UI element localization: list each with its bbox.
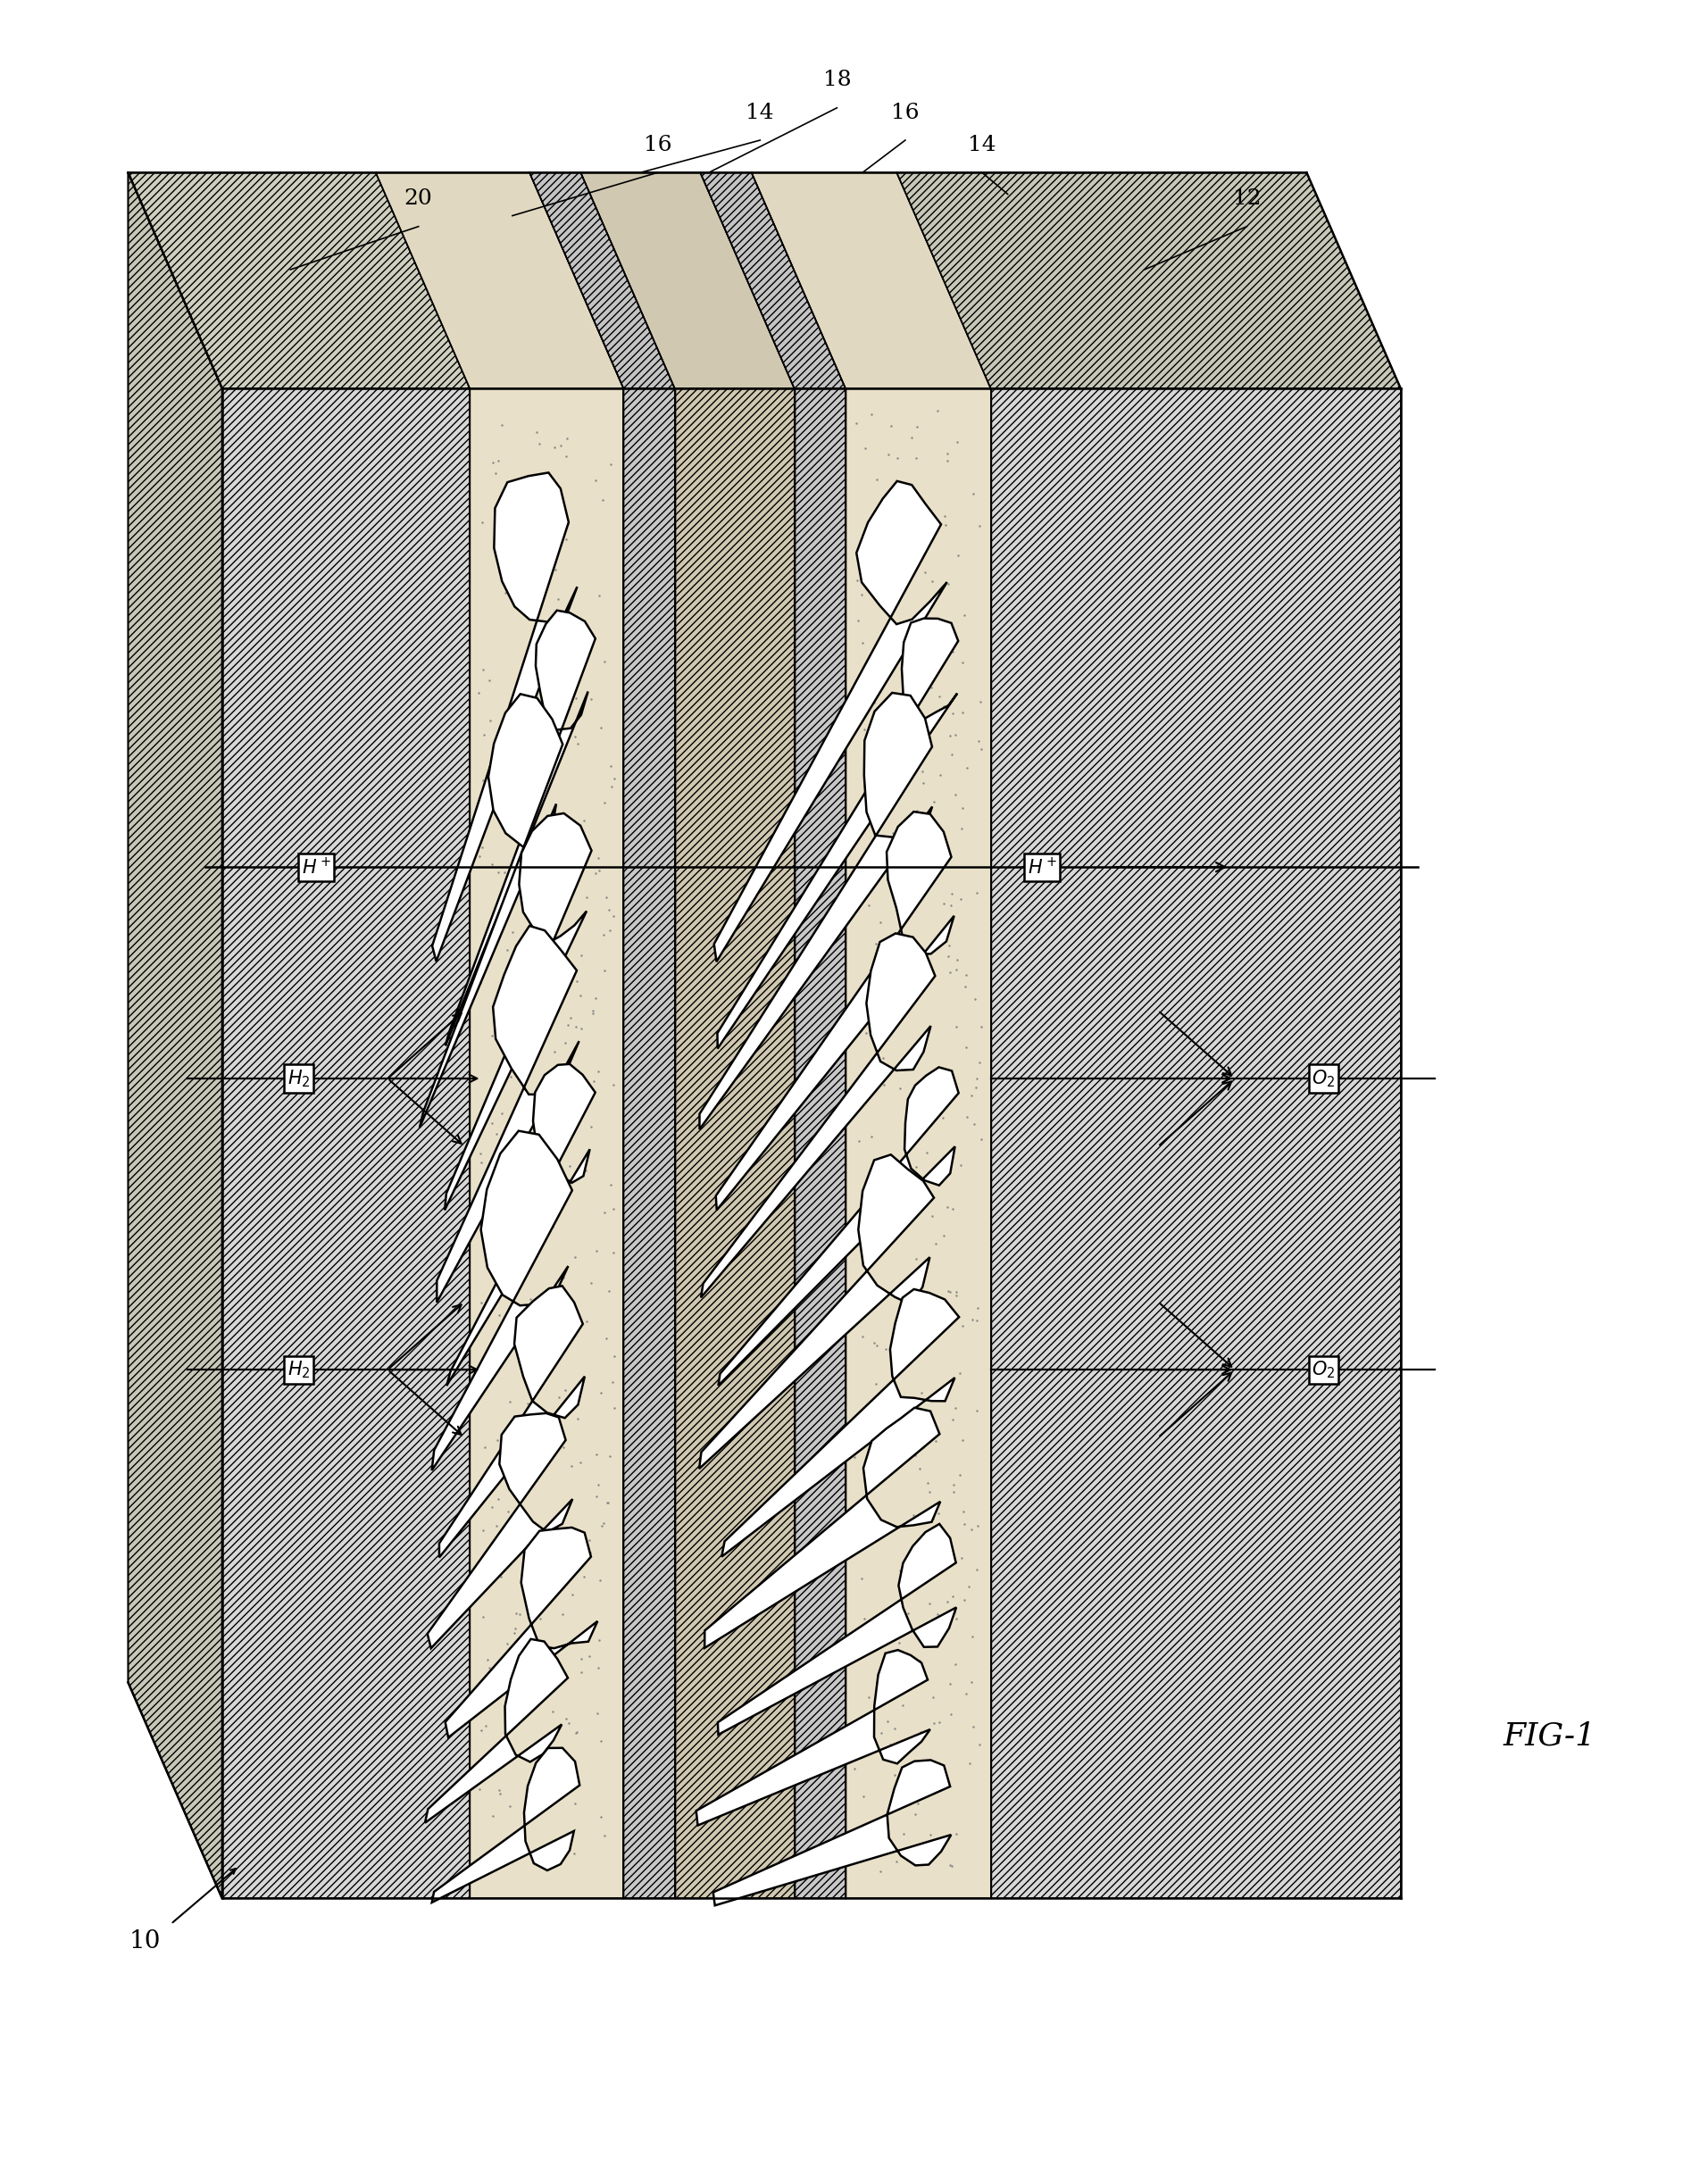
- Polygon shape: [697, 1650, 931, 1825]
- Text: 14: 14: [968, 134, 996, 155]
- Polygon shape: [714, 1760, 951, 1905]
- Text: FIG-1: FIG-1: [1503, 1721, 1595, 1751]
- Text: 16: 16: [644, 134, 671, 155]
- Text: $O_2$: $O_2$: [1312, 1359, 1336, 1380]
- Text: 10: 10: [130, 1928, 161, 1954]
- Bar: [845, 388, 991, 1898]
- Polygon shape: [705, 1409, 941, 1648]
- Polygon shape: [420, 695, 562, 1128]
- Polygon shape: [699, 1154, 934, 1469]
- Text: $H^+$: $H^+$: [1027, 856, 1057, 878]
- Polygon shape: [128, 173, 222, 1898]
- Polygon shape: [446, 610, 596, 1046]
- Polygon shape: [719, 1068, 958, 1385]
- Polygon shape: [700, 934, 936, 1299]
- Polygon shape: [425, 1639, 567, 1823]
- Polygon shape: [432, 1130, 572, 1471]
- Polygon shape: [444, 813, 591, 1210]
- Polygon shape: [752, 173, 991, 388]
- Text: 18: 18: [823, 69, 851, 91]
- Polygon shape: [439, 1286, 584, 1557]
- Polygon shape: [432, 472, 577, 962]
- Polygon shape: [446, 1527, 598, 1739]
- Bar: [470, 388, 623, 1898]
- Polygon shape: [700, 692, 933, 1130]
- Polygon shape: [717, 1525, 956, 1734]
- Polygon shape: [437, 925, 579, 1303]
- Polygon shape: [432, 1747, 579, 1902]
- Text: 12: 12: [1233, 188, 1261, 209]
- Polygon shape: [376, 173, 623, 388]
- Polygon shape: [446, 1063, 596, 1385]
- Text: 14: 14: [746, 101, 774, 123]
- Polygon shape: [897, 173, 1401, 388]
- Polygon shape: [427, 1413, 572, 1648]
- Bar: [794, 388, 845, 1898]
- Text: $H_2$: $H_2$: [287, 1068, 311, 1089]
- Bar: [675, 388, 794, 1898]
- Text: $H_2$: $H_2$: [287, 1359, 311, 1380]
- Polygon shape: [716, 811, 955, 1210]
- Polygon shape: [128, 173, 470, 388]
- Text: $H^+$: $H^+$: [301, 856, 331, 878]
- Polygon shape: [717, 619, 958, 1048]
- Polygon shape: [581, 173, 794, 388]
- Polygon shape: [529, 173, 675, 388]
- Bar: [623, 388, 675, 1898]
- Polygon shape: [700, 173, 845, 388]
- Bar: [222, 388, 470, 1898]
- Text: $O_2$: $O_2$: [1312, 1068, 1336, 1089]
- Text: 20: 20: [405, 188, 432, 209]
- Polygon shape: [714, 481, 946, 962]
- Text: 16: 16: [892, 101, 919, 123]
- Bar: [991, 388, 1401, 1898]
- Polygon shape: [722, 1290, 960, 1557]
